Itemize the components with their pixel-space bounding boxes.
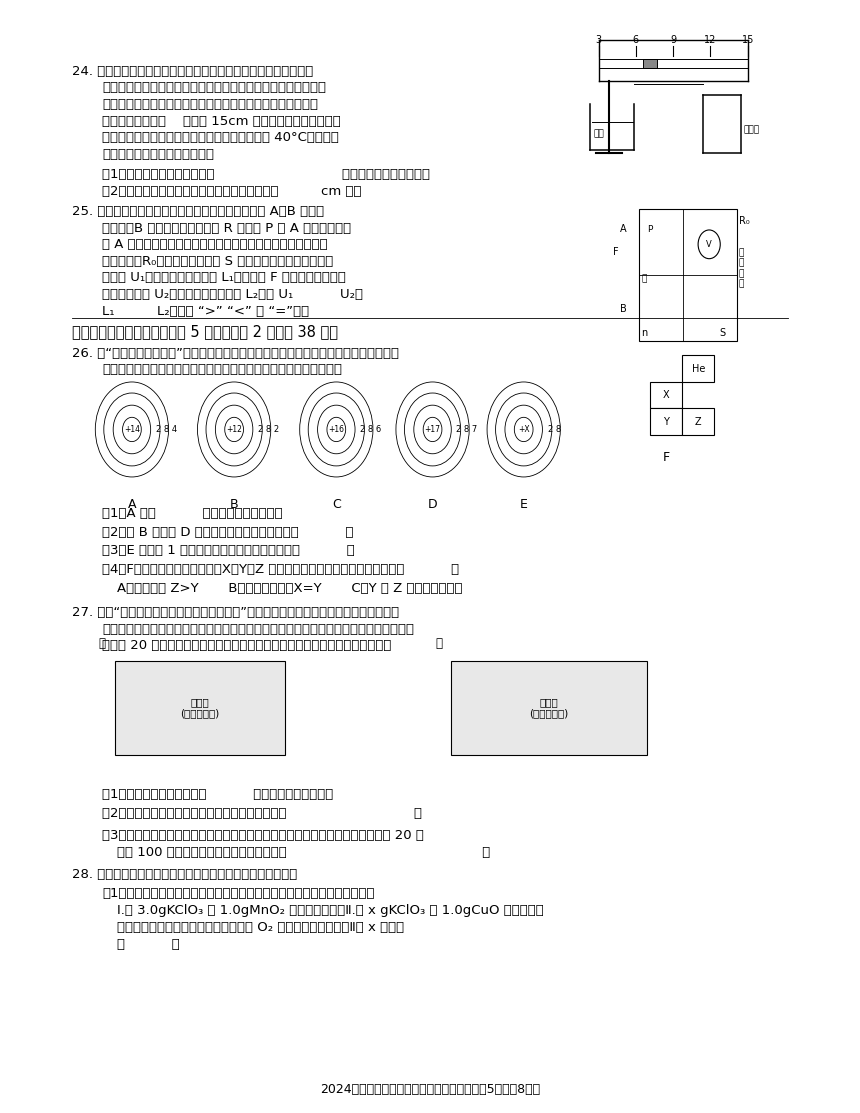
FancyBboxPatch shape [639,208,737,341]
Text: 28. 某兴趣小组同学对实验室制备氧气的条件进行如下探究。: 28. 某兴趣小组同学对实验室制备氧气的条件进行如下探究。 [72,868,298,881]
Text: 验过程活塞都未离开玻璃管）。: 验过程活塞都未离开玻璃管）。 [102,148,214,160]
Text: 15: 15 [741,35,754,45]
Text: 板之间，B 板固定，滑动变阔器 R 的滑片 P 与 A 板相连，并可: 板之间，B 板固定，滑动变阔器 R 的滑片 P 与 A 板相连，并可 [102,221,351,235]
Text: 周期表中部分元素的原子结构模型图，根据所学知识回答下列问题。: 周期表中部分元素的原子结构模型图，根据所学知识回答下列问题。 [102,363,342,376]
Text: E: E [519,498,528,511]
Text: 活塞左端管内密封有空气，活塞右端的玻璃管口跟空气连通，: 活塞左端管内密封有空气，活塞右端的玻璃管口跟空气连通， [102,98,318,111]
FancyBboxPatch shape [115,661,286,755]
Text: B: B [230,498,238,511]
Text: 换成 100 匹后，接下来应该进行的操作是：                                              。: 换成 100 匹后，接下来应该进行的操作是： 。 [118,846,491,859]
Text: B: B [620,304,627,314]
Text: （2）与甲图实验方案相比，乙图实验方案的优点是                              。: （2）与甲图实验方案相比，乙图实验方案的优点是 。 [102,807,422,820]
Text: 甲: 甲 [642,275,647,284]
Text: （1）A 属于           元素（填元素种类）；: （1）A 属于 元素（填元素种类）； [102,506,283,520]
Text: （1）图甲实验中小明是根据           米判断磁性的强弱的。: （1）图甲实验中小明是根据 米判断磁性的强弱的。 [102,788,334,801]
FancyBboxPatch shape [682,355,715,382]
Text: （4）F为元素周期表的一部分，X、Y、Z 代表三种不同元素，以下判断正确的是           。: （4）F为元素周期表的一部分，X、Y、Z 代表三种不同元素，以下判断正确的是 。 [102,563,459,577]
Text: S: S [719,328,725,337]
Text: （2）实验结束恢复到常温后，预期活塞将停在约          cm 处。: （2）实验结束恢复到常温后，预期活塞将停在约 cm 处。 [102,186,361,198]
Text: 铁，每 20 匹抽出一个接线端）等器材设计了如图甲、乙所示的装置进行探究。: 铁，每 20 匹抽出一个接线端）等器材设计了如图甲、乙所示的装置进行探究。 [102,639,391,652]
Text: 9: 9 [670,35,676,45]
Text: Z: Z [695,416,702,426]
Text: （1）针筒内发生的化学反应是                              （用化学方程式表示）。: （1）针筒内发生的化学反应是 （用化学方程式表示）。 [102,168,430,180]
Text: 为           。: 为 。 [118,937,181,951]
Text: 6: 6 [633,35,639,45]
Text: 实验开始前活塞处    在刻度 15cm 处。实验时只要将适量水: 实验开始前活塞处 在刻度 15cm 处。实验时只要将适量水 [102,115,341,128]
Text: 滑动变阔器、导线、细铁钉、指针（带刻度）、电磁铁（用漆包线制作的一个六抽头电磁: 滑动变阔器、导线、细铁钉、指针（带刻度）、电磁铁（用漆包线制作的一个六抽头电磁 [102,623,415,636]
Text: 2 8 2: 2 8 2 [258,425,280,434]
Text: 电压表示数为 U₂，弹簧乙的总长度为 L₂，则 U₁           U₂，: 电压表示数为 U₂，弹簧乙的总长度为 L₂，则 U₁ U₂， [102,288,363,301]
Text: （3）E 粒子带 1 个单位正电荷，则该粒子的符号为           ；: （3）E 粒子带 1 个单位正电荷，则该粒子的符号为 ； [102,544,355,558]
Text: L₁          L₂（均填 “>” “<” 或 “=”）。: L₁ L₂（均填 “>” “<” 或 “=”）。 [102,305,310,317]
Text: 三、实验探究题（本大题共有 5 小题，每空 2 分，共 38 分）: 三、实验探究题（本大题共有 5 小题，每空 2 分，共 38 分） [72,325,338,339]
Text: 2024年上学期八年级科学练习（二）试题卷第5页（共8页）: 2024年上学期八年级科学练习（二）试题卷第5页（共8页） [320,1083,540,1095]
Text: （1）为探究催化剖的种类对氯酸钒分解速度的影响，甲设计以下对比实验：: （1）为探究催化剖的种类对氯酸钒分解速度的影响，甲设计以下对比实验： [102,887,375,899]
Text: Ⅰ.将 3.0gKClO₃ 与 1.0gMnO₂ 均匀混合加热；Ⅱ.将 x gKClO₃ 与 1.0gCuO 均匀混合加: Ⅰ.将 3.0gKClO₃ 与 1.0gMnO₂ 均匀混合加热；Ⅱ.将 x gK… [118,905,544,917]
Text: 甲: 甲 [99,637,106,650]
Text: 一电磁铁，R₀为定值电阔。开关 S 闭合，电路接通后，电压表: 一电磁铁，R₀为定值电阔。开关 S 闭合，电路接通后，电压表 [102,255,334,268]
Text: 2 8: 2 8 [548,425,561,434]
Text: 24. 某同学用如图所示装置粗略地测定空气中氧气的体积分数。图: 24. 某同学用如图所示装置粗略地测定空气中氧气的体积分数。图 [72,65,314,78]
Text: X: X [662,391,669,401]
Text: 中烧杯上方玻璃管（预先固定好）中部有一可左右滑动的活塞，: 中烧杯上方玻璃管（预先固定好）中部有一可左右滑动的活塞， [102,81,326,95]
Text: R₀: R₀ [739,216,749,226]
Text: 白磰: 白磰 [593,130,605,139]
FancyBboxPatch shape [650,382,682,408]
Text: 乙
弹
簧
体: 乙 弹 簧 体 [738,248,744,288]
Text: 12: 12 [704,35,716,45]
Text: P: P [648,226,653,235]
Text: 2 8 4: 2 8 4 [156,425,177,434]
Text: 生石灯: 生石灯 [743,126,759,135]
FancyBboxPatch shape [650,408,682,435]
Text: +12: +12 [226,425,242,434]
Text: D: D [427,498,438,511]
Text: +X: +X [518,425,530,434]
Text: 25. 如图是简易压力传感器的原理图，弹簧甲连接在 A、B 两绵缘: 25. 如图是简易压力传感器的原理图，弹簧甲连接在 A、B 两绵缘 [72,205,324,218]
FancyBboxPatch shape [643,59,656,68]
Text: C: C [332,498,341,511]
Text: +14: +14 [124,425,140,434]
Text: 26. 在“宏观－微观－符号”之间建立联系，是学习化学的一种重要思维方式。如图是元素: 26. 在“宏观－微观－符号”之间建立联系，是学习化学的一种重要思维方式。如图是… [72,346,399,359]
Text: V: V [706,239,712,249]
Text: （3）小明利用图乙实验装置研究电磁铁磁性强弱与线圈匹数关系。当线圈匹数从 20 匹: （3）小明利用图乙实验装置研究电磁铁磁性强弱与线圈匹数关系。当线圈匹数从 20 … [102,829,424,843]
Text: 27. 研究“电磁铁磁性的强弱与哪些因素有关”的实验中，小明利用电源、电流表、开关、: 27. 研究“电磁铁磁性的强弱与哪些因素有关”的实验中，小明利用电源、电流表、开… [72,607,399,619]
Text: 示数为 U₁，弹簧乙的总长度为 L₁；当用力 F 向下压弹簧甲后，: 示数为 U₁，弹簧乙的总长度为 L₁；当用力 F 向下压弹簧甲后， [102,272,346,285]
Text: n: n [642,328,648,337]
Text: 2 8 6: 2 8 6 [360,425,382,434]
FancyBboxPatch shape [452,661,648,755]
Text: F: F [662,451,669,464]
Text: F: F [613,247,618,257]
Text: A: A [127,498,136,511]
Text: 3: 3 [596,35,602,45]
Text: 甲装置
(电磁铁实验): 甲装置 (电磁铁实验) [181,697,219,719]
Text: 2 8 7: 2 8 7 [457,425,477,434]
Text: 乙装置
(电磁铁实验): 乙装置 (电磁铁实验) [530,697,568,719]
FancyBboxPatch shape [682,408,715,435]
Text: 随 A 板一起运动。弹簧乙下端挂有一永磁体，永磁体正下方有: 随 A 板一起运动。弹簧乙下端挂有一永磁体，永磁体正下方有 [102,238,328,252]
Text: Y: Y [663,416,669,426]
Text: +17: +17 [425,425,440,434]
Text: +16: +16 [329,425,344,434]
Text: He: He [691,364,705,374]
Text: 乙: 乙 [435,637,442,650]
Text: （2）由 B 元素和 D 元素组成的化合物的化学式为           ；: （2）由 B 元素和 D 元素组成的化合物的化学式为 ； [102,525,353,539]
Text: A．原子序数 Z>Y       B．核外电子数：X=Y       C．Y 和 Z 的化学性质相似: A．原子序数 Z>Y B．核外电子数：X=Y C．Y 和 Z 的化学性质相似 [118,582,463,595]
Text: 加入到烧杯中即可开始（已知白磷的着火点约为 40°C，整个实: 加入到烧杯中即可开始（已知白磷的着火点约为 40°C，整个实 [102,131,339,145]
Text: A: A [620,225,627,235]
Text: 热；在相同温度下，比较两组实验产生 O₂ 的快慢。在甲实验的Ⅱ中 x 的值应: 热；在相同温度下，比较两组实验产生 O₂ 的快慢。在甲实验的Ⅱ中 x 的值应 [118,922,404,934]
